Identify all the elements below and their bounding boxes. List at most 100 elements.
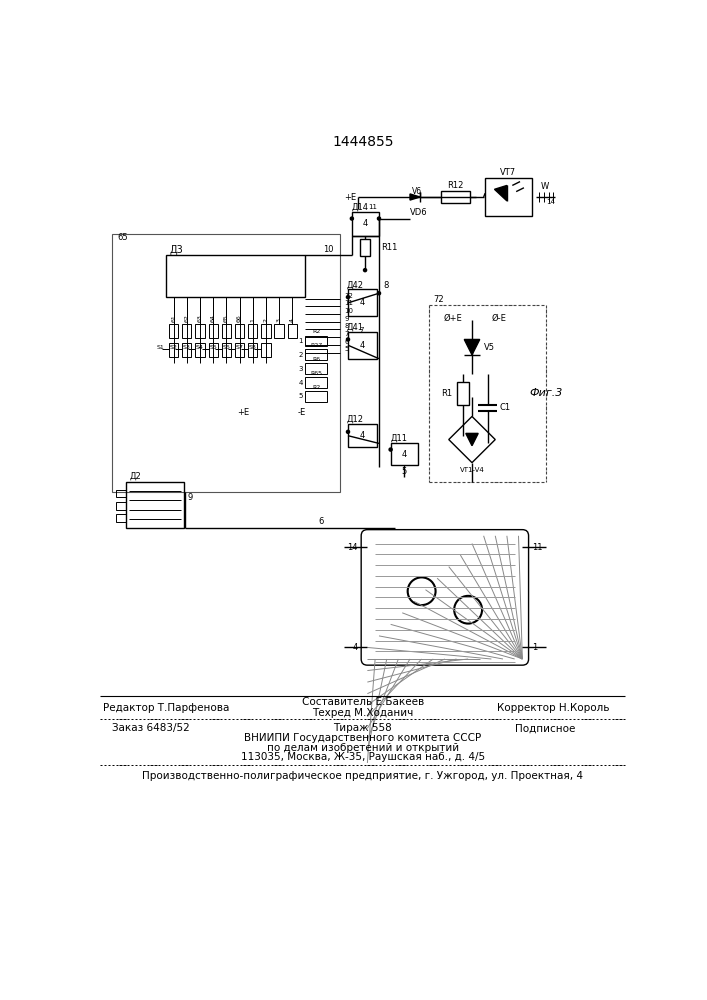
- Text: Фиг.3: Фиг.3: [529, 388, 562, 398]
- Bar: [348, 332, 378, 359]
- Circle shape: [346, 430, 349, 433]
- Circle shape: [346, 296, 349, 299]
- Text: R65: R65: [310, 371, 322, 376]
- Text: 6: 6: [318, 517, 324, 526]
- Text: 2: 2: [298, 352, 303, 358]
- Polygon shape: [494, 185, 507, 201]
- Text: R12: R12: [448, 181, 464, 190]
- Text: по делам изобретений и открытий: по делам изобретений и открытий: [267, 743, 459, 753]
- Text: Д12: Д12: [346, 415, 363, 424]
- Text: 9: 9: [344, 316, 349, 322]
- Text: Д11: Д11: [391, 434, 408, 443]
- Text: V5: V5: [484, 343, 495, 352]
- Bar: [195, 343, 204, 357]
- Text: 72: 72: [433, 295, 444, 304]
- Text: 113035, Москва, Ж-35, Раушская наб., д. 4/5: 113035, Москва, Ж-35, Раушская наб., д. …: [240, 752, 485, 762]
- Bar: [348, 424, 378, 447]
- Text: S6: S6: [223, 345, 230, 350]
- Text: VD6: VD6: [410, 208, 428, 217]
- Text: 12: 12: [344, 293, 353, 299]
- Bar: [457, 382, 469, 405]
- Bar: [116, 514, 126, 522]
- Text: 4: 4: [363, 219, 368, 228]
- Text: -Е: -Е: [298, 408, 305, 417]
- Text: 14: 14: [348, 543, 358, 552]
- Polygon shape: [410, 194, 420, 200]
- Bar: [112, 234, 340, 492]
- Circle shape: [363, 269, 367, 272]
- Text: 3: 3: [276, 318, 281, 322]
- Text: 62: 62: [185, 314, 189, 322]
- Text: S3: S3: [183, 345, 191, 350]
- Text: C1: C1: [500, 403, 511, 412]
- Text: 14: 14: [546, 199, 555, 205]
- Text: S7: S7: [235, 345, 243, 350]
- Text: +Е: +Е: [238, 408, 250, 417]
- Text: S4: S4: [196, 345, 204, 350]
- Text: 11: 11: [344, 300, 353, 306]
- Text: Редактор Т.Парфенова: Редактор Т.Парфенова: [103, 703, 229, 713]
- Text: 5: 5: [298, 393, 303, 399]
- Circle shape: [378, 292, 380, 295]
- Bar: [169, 343, 178, 357]
- Text: 8: 8: [344, 323, 349, 329]
- Text: Подписное: Подписное: [515, 723, 575, 733]
- Bar: [169, 324, 178, 338]
- Bar: [116, 502, 126, 510]
- Text: 9: 9: [187, 493, 193, 502]
- Text: V6: V6: [412, 187, 423, 196]
- Text: R6: R6: [312, 357, 320, 362]
- Bar: [360, 239, 370, 256]
- Bar: [209, 343, 218, 357]
- Polygon shape: [464, 339, 480, 355]
- Text: W: W: [541, 182, 549, 191]
- Circle shape: [378, 217, 380, 220]
- Text: 4: 4: [360, 298, 366, 307]
- Text: 7: 7: [344, 331, 349, 337]
- Text: Ø-E: Ø-E: [491, 314, 506, 323]
- Circle shape: [351, 217, 354, 220]
- Bar: [274, 324, 284, 338]
- Text: 11: 11: [532, 543, 542, 552]
- Text: S8: S8: [249, 345, 257, 350]
- Bar: [305, 363, 327, 374]
- Text: 4: 4: [360, 341, 366, 350]
- Text: 4: 4: [353, 643, 358, 652]
- Bar: [441, 191, 470, 203]
- Text: 1: 1: [532, 643, 537, 652]
- Bar: [222, 343, 231, 357]
- Text: 63: 63: [197, 314, 202, 322]
- Text: 61: 61: [171, 314, 176, 322]
- Circle shape: [346, 338, 349, 341]
- Bar: [182, 343, 192, 357]
- Text: 65: 65: [118, 233, 129, 242]
- Bar: [485, 178, 532, 216]
- Text: Тираж 558: Тираж 558: [333, 723, 392, 733]
- Text: 1: 1: [250, 318, 255, 322]
- Bar: [288, 324, 297, 338]
- Text: 1: 1: [298, 338, 303, 344]
- Bar: [209, 324, 218, 338]
- Bar: [248, 343, 257, 357]
- Text: 66: 66: [237, 314, 242, 322]
- Text: 4: 4: [402, 450, 407, 459]
- Text: Ø+E: Ø+E: [443, 314, 462, 323]
- Text: Д3: Д3: [170, 245, 184, 255]
- Text: 65: 65: [224, 314, 229, 322]
- Text: 1444855: 1444855: [332, 135, 394, 149]
- Bar: [235, 324, 244, 338]
- Bar: [352, 212, 379, 235]
- Text: 11: 11: [368, 204, 378, 210]
- Bar: [116, 490, 126, 497]
- Text: 64: 64: [211, 314, 216, 322]
- Text: R1: R1: [441, 389, 452, 398]
- Text: ВНИИПИ Государственного комитета СССР: ВНИИПИ Государственного комитета СССР: [244, 733, 481, 743]
- Text: 3: 3: [298, 366, 303, 372]
- Text: Д14: Д14: [352, 203, 369, 212]
- Text: 4: 4: [298, 380, 303, 386]
- Text: S2: S2: [170, 345, 177, 350]
- Text: Заказ 6483/52: Заказ 6483/52: [112, 723, 189, 733]
- Bar: [182, 324, 192, 338]
- Bar: [305, 349, 327, 360]
- Text: 4: 4: [290, 318, 295, 322]
